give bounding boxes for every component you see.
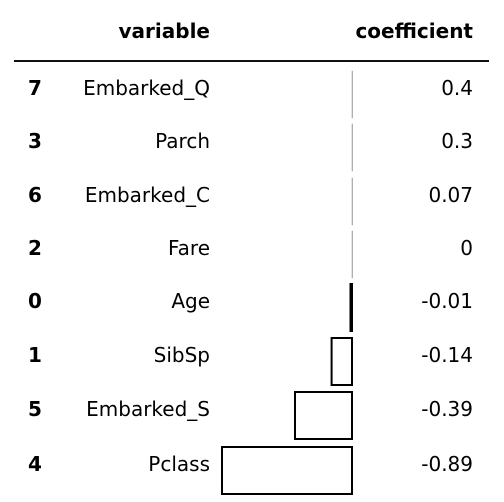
row-coefficient: 0	[460, 236, 473, 260]
coefficient-bar	[351, 230, 353, 279]
row-index: 3	[28, 129, 42, 153]
row-index: 6	[28, 183, 42, 207]
row-coefficient: -0.89	[421, 452, 473, 476]
row-variable: Pclass	[148, 452, 210, 476]
header-variable: variable	[118, 19, 210, 43]
coefficient-bar	[330, 337, 354, 386]
row-coefficient: 0.07	[428, 183, 473, 207]
row-index: 4	[28, 452, 42, 476]
row-variable: Fare	[167, 236, 210, 260]
row-variable: Embarked_S	[86, 397, 210, 421]
coefficient-bar	[351, 70, 353, 119]
row-coefficient: 0.4	[441, 76, 473, 100]
row-variable: Parch	[155, 129, 210, 153]
coefficient-bar	[351, 123, 353, 172]
row-coefficient: -0.01	[421, 289, 473, 313]
row-variable: Embarked_Q	[83, 76, 210, 100]
row-index: 7	[28, 76, 42, 100]
row-index: 0	[28, 289, 42, 313]
row-index: 5	[28, 397, 42, 421]
row-coefficient: -0.14	[421, 343, 473, 367]
header-divider	[14, 60, 489, 62]
coefficient-bar	[351, 177, 353, 226]
coefficient-bar	[221, 446, 353, 495]
row-variable: SibSp	[153, 343, 210, 367]
row-variable: Embarked_C	[84, 183, 210, 207]
row-coefficient: 0.3	[441, 129, 473, 153]
coefficient-bar	[349, 283, 353, 332]
row-variable: Age	[171, 289, 210, 313]
row-index: 2	[28, 236, 42, 260]
row-index: 1	[28, 343, 42, 367]
header-coefficient: coefficient	[355, 19, 473, 43]
coefficient-bar	[294, 391, 353, 440]
row-coefficient: -0.39	[421, 397, 473, 421]
